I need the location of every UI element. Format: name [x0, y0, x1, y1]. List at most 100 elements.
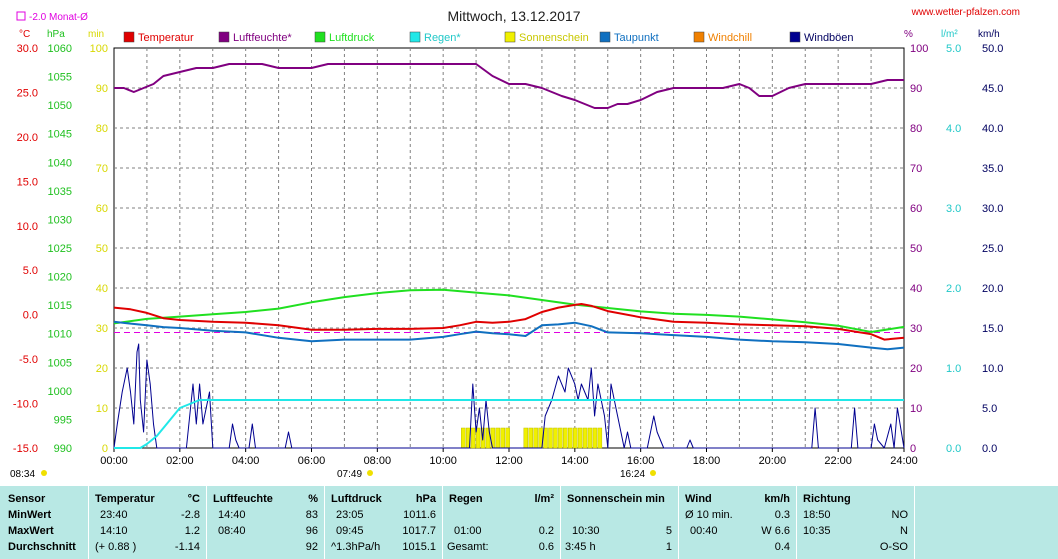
sunshine-bar [505, 427, 510, 449]
richtung-min-time: 18:50 [803, 509, 831, 521]
hpa-tick-label: 1055 [48, 72, 72, 84]
sunshine-bar [500, 427, 505, 449]
percent-tick-label: 100 [910, 43, 928, 55]
celsius-tick-label: 25.0 [17, 87, 38, 99]
min-tick-label: 80 [96, 123, 108, 135]
unit-hpa: hPa [47, 29, 65, 40]
x-tick-label: 20:00 [759, 455, 787, 467]
statistics-panel: Sensor MinWert MaxWert Durchschnitt Temp… [0, 486, 1058, 559]
percent-tick-label: 30 [910, 323, 922, 335]
lm2-tick-label: 5.0 [946, 43, 961, 55]
legend-label: Regen* [424, 32, 461, 44]
legend-swatch [504, 31, 516, 43]
sunshine-bar [597, 427, 603, 449]
stats-regen: Regen l/m² 01:00 0.2 Gesamt: 0.6 [442, 486, 561, 559]
kmh-tick-label: 30.0 [982, 203, 1003, 215]
celsius-tick-label: 10.0 [17, 221, 38, 233]
kmh-tick-label: 45.0 [982, 83, 1003, 95]
series-luftdruck-line [113, 288, 905, 333]
wind-header: Wind [685, 493, 712, 505]
stats-luftdruck: Luftdruck hPa 23:05 1011.6 09:45 1017.7 … [324, 486, 443, 559]
luftdruck-min-time: 23:05 [336, 509, 364, 521]
luftdruck-max-value: 1017.7 [402, 525, 436, 537]
richtung-max-value: N [900, 525, 908, 537]
sonne-avg-value: 1 [665, 541, 672, 553]
sunrise-time: 07:49 [337, 469, 362, 480]
luftdruck-min-value: 1011.6 [403, 509, 436, 521]
unit-percent: % [904, 29, 913, 40]
stats-richtung: Richtung 18:50 NO 10:35 N O-SO [796, 486, 915, 559]
lm2-tick-label: 4.0 [946, 123, 961, 135]
sunshine-bar [558, 427, 563, 449]
x-tick-label: 12:00 [495, 455, 523, 467]
celsius-tick-label: 0.0 [23, 310, 38, 322]
stats-sensor: Sensor MinWert MaxWert Durchschnitt [0, 486, 89, 559]
site-url: www.wetter-pfalzen.com [911, 7, 1020, 18]
min-tick-label: 30 [96, 323, 108, 335]
percent-tick-label: 10 [910, 403, 922, 415]
percent-tick-label: 50 [910, 243, 922, 255]
percent-tick-label: 0 [910, 443, 916, 455]
regen-total-label: Gesamt: [447, 541, 489, 553]
richtung-header: Richtung [803, 493, 851, 505]
celsius-tick-label: 20.0 [17, 132, 38, 144]
legend-label: Luftdruck [329, 32, 375, 44]
min-tick-label: 70 [96, 163, 108, 175]
luftfeuchte-max-value: 96 [305, 525, 318, 537]
wind-unit: km/h [764, 493, 790, 505]
celsius-tick-label: 30.0 [17, 43, 38, 55]
min-tick-label: 90 [96, 83, 108, 95]
wind-max-value: W 6.6 [761, 525, 790, 537]
sunshine-bar [592, 427, 598, 449]
sunshine-bar [495, 427, 501, 449]
sonne-header: Sonnenschein min [567, 493, 665, 505]
min-tick-label: 20 [96, 363, 108, 375]
sonne-max-value: 5 [665, 525, 672, 537]
sunshine-bar [543, 427, 548, 449]
series-taupunkt-line [113, 320, 905, 351]
wind-min-label: Ø 10 min. [685, 509, 733, 521]
luftfeuchte-header: Luftfeuchte [213, 493, 273, 505]
kmh-tick-label: 35.0 [982, 163, 1003, 175]
regen-max-time: 01:00 [454, 525, 482, 537]
x-tick-label: 24:00 [890, 455, 918, 467]
x-tick-label: 14:00 [561, 455, 589, 467]
hpa-tick-label: 990 [54, 443, 72, 455]
luftdruck-max-time: 09:45 [336, 525, 364, 537]
legend-swatch [218, 31, 230, 43]
lm2-tick-label: 1.0 [946, 363, 961, 375]
sunshine-bar [548, 427, 553, 449]
kmh-tick-label: 0.0 [982, 443, 997, 455]
sensor-row-min: MinWert [8, 509, 52, 521]
x-tick-label: 18:00 [693, 455, 721, 467]
richtung-min-value: NO [891, 509, 909, 521]
legend-label: Windchill [708, 32, 752, 44]
series-luftfeuchte-line [114, 63, 904, 109]
temperatur-trend: (+ 0.88 ) [95, 541, 137, 553]
monat-checkbox-icon[interactable] [16, 11, 26, 21]
series-temperatur-line [113, 303, 905, 341]
x-tick-label: 22:00 [824, 455, 852, 467]
regen-unit: l/m² [534, 493, 554, 505]
legend: Temperatur Luftfeuchte* Luftdruck Regen* Son… [123, 31, 854, 44]
richtung-avg-value: O-SO [879, 541, 908, 553]
x-tick-label: 16:00 [627, 455, 655, 467]
stats-sonne: Sonnenschein min 10:30 5 3:45 h 1 [560, 486, 679, 559]
sunshine-bar [470, 427, 476, 449]
percent-tick-label: 20 [910, 363, 922, 375]
min-tick-label: 60 [96, 203, 108, 215]
stats-luftfeuchte: Luftfeuchte % 14:40 83 08:40 96 92 [206, 486, 325, 559]
sunshine-bar [572, 427, 578, 449]
hpa-tick-label: 1020 [48, 272, 72, 284]
weather-chart: Mittwoch, 13.12.2017 www.wetter-pfalzen.… [10, 7, 1020, 480]
sunshine-bar [461, 427, 466, 449]
luftfeuchte-max-time: 08:40 [218, 525, 246, 537]
sonne-max-time: 10:30 [572, 525, 600, 537]
temperatur-min-value: -2.8 [181, 509, 200, 521]
percent-tick-label: 70 [910, 163, 922, 175]
min-tick-label: 100 [90, 43, 108, 55]
lm2-tick-label: 2.0 [946, 283, 961, 295]
wind-avg-value: 0.4 [774, 541, 790, 553]
hpa-tick-label: 1010 [48, 329, 72, 341]
min-tick-label: 50 [96, 243, 108, 255]
